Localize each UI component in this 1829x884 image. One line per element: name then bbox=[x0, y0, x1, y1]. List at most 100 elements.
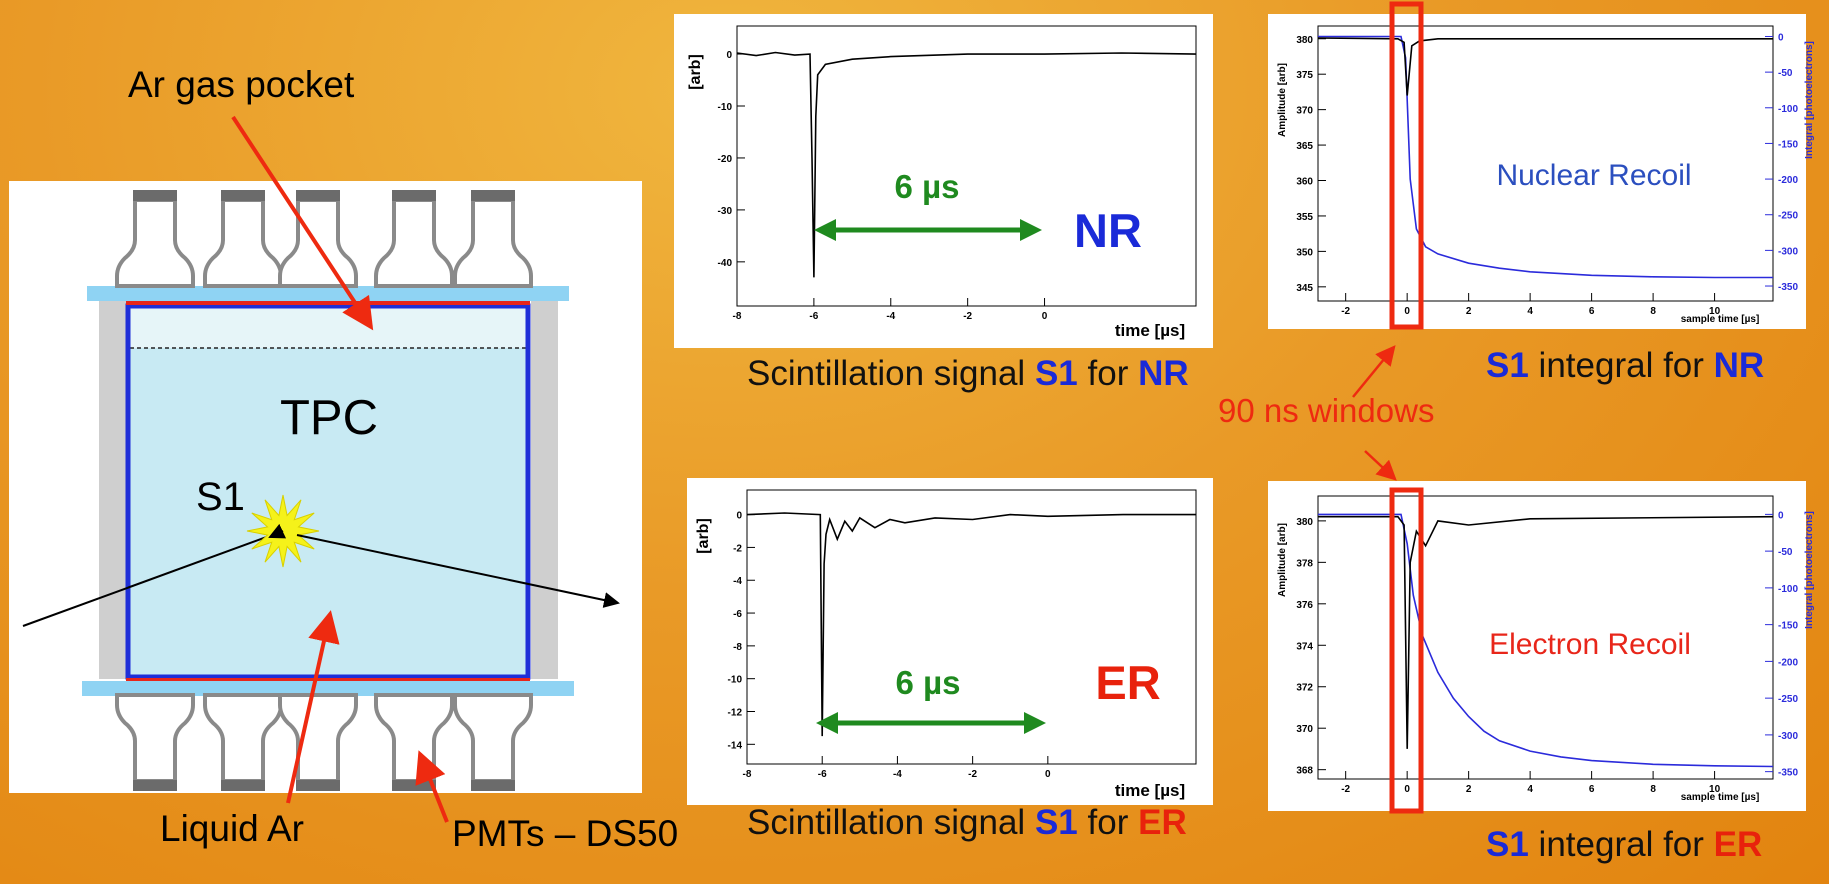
trace bbox=[1317, 37, 1773, 96]
track bbox=[268, 523, 287, 539]
x-tick-label: -2 bbox=[968, 769, 977, 780]
y2-tick-label: -150 bbox=[1778, 621, 1798, 632]
y-tick-label: -10 bbox=[728, 675, 743, 686]
y2-axis-label: Integral [photoelectrons] bbox=[1804, 511, 1815, 629]
pmt bbox=[453, 693, 533, 791]
wall bbox=[531, 301, 558, 679]
text: ER bbox=[1713, 825, 1763, 864]
pmt bbox=[453, 190, 533, 288]
label: Ar gas pocket bbox=[128, 64, 355, 105]
y-tick-label: 375 bbox=[1296, 70, 1313, 81]
y2-tick-label: -350 bbox=[1778, 282, 1798, 293]
label: PMTs – DS50 bbox=[452, 813, 678, 854]
pmt-cap bbox=[296, 780, 340, 791]
x-tick-label: 0 bbox=[1042, 311, 1048, 322]
gas-region bbox=[128, 306, 528, 348]
pointer bbox=[415, 750, 449, 823]
x-tick-label: -6 bbox=[818, 769, 827, 780]
x-tick-label: 2 bbox=[1466, 306, 1472, 317]
text: integral for bbox=[1538, 825, 1704, 864]
pmt-cap bbox=[296, 190, 340, 201]
x-tick-label: -2 bbox=[1341, 306, 1350, 317]
x-axis-label: sample time [µs] bbox=[1681, 792, 1760, 803]
x-tick-label: -8 bbox=[743, 769, 752, 780]
track bbox=[22, 530, 284, 627]
x-tick-label: -2 bbox=[1341, 784, 1350, 795]
y2-tick-label: -250 bbox=[1778, 211, 1798, 222]
y-tick-label: 355 bbox=[1296, 212, 1313, 223]
pmt-body bbox=[453, 198, 533, 288]
y-tick-label: 0 bbox=[726, 50, 732, 61]
plot-frame bbox=[736, 25, 1197, 307]
x-tick-label: 0 bbox=[1045, 769, 1051, 780]
text: Scintillation signal bbox=[747, 354, 1026, 393]
pmt-body bbox=[115, 693, 195, 783]
x-axis-label: time [µs] bbox=[1115, 321, 1185, 340]
y-tick-label: -10 bbox=[718, 102, 733, 113]
y-axis-label: [arb] bbox=[687, 54, 704, 90]
text: S1 bbox=[1034, 354, 1078, 393]
pointer bbox=[231, 115, 374, 331]
y-tick-label: 374 bbox=[1296, 641, 1313, 652]
x-tick-label: 4 bbox=[1527, 784, 1533, 795]
pmt-cap bbox=[221, 190, 265, 201]
annotation: ER bbox=[1095, 656, 1160, 709]
y2-tick-label: -250 bbox=[1778, 694, 1798, 705]
text: integral for bbox=[1538, 346, 1704, 385]
y-tick-label: -8 bbox=[733, 642, 742, 653]
label: S1 bbox=[196, 475, 245, 519]
y-tick-label: 378 bbox=[1296, 558, 1313, 569]
pmt-body bbox=[374, 198, 454, 288]
annotation: 6 µs bbox=[896, 664, 961, 701]
y-tick-label: 372 bbox=[1296, 683, 1313, 694]
x-tick-label: -2 bbox=[963, 311, 972, 322]
caption: S1 integral for ER bbox=[1486, 823, 1762, 867]
plot-frame bbox=[1317, 25, 1774, 302]
y-tick-label: 380 bbox=[1296, 35, 1313, 46]
pmt bbox=[374, 190, 454, 288]
pmt-cap bbox=[392, 190, 436, 201]
text: ER bbox=[1138, 803, 1187, 842]
x-tick-label: 10 bbox=[1709, 306, 1721, 317]
text: Scintillation signal bbox=[747, 803, 1026, 842]
x-tick-label: 0 bbox=[1404, 306, 1410, 317]
x-tick-label: -8 bbox=[733, 311, 742, 322]
pmt-body bbox=[115, 198, 195, 288]
y2-tick-label: -300 bbox=[1778, 731, 1798, 742]
pmt bbox=[115, 693, 195, 791]
wall bbox=[99, 301, 128, 679]
window-note: 90 ns windows bbox=[1218, 392, 1434, 429]
x-tick-label: -4 bbox=[886, 311, 895, 322]
plot-frame bbox=[1317, 495, 1774, 780]
y-tick-label: 360 bbox=[1296, 177, 1313, 188]
y2-tick-label: 0 bbox=[1778, 510, 1784, 521]
text: S1 bbox=[1486, 346, 1529, 385]
annotation: 6 µs bbox=[895, 168, 960, 205]
y2-tick-label: -100 bbox=[1778, 584, 1798, 595]
text: NR bbox=[1138, 354, 1189, 393]
x-tick-label: 6 bbox=[1589, 306, 1595, 317]
y2-tick-label: -50 bbox=[1778, 68, 1793, 79]
trace bbox=[736, 51, 1197, 278]
annotation: Electron Recoil bbox=[1489, 628, 1691, 661]
plate bbox=[82, 681, 574, 696]
y-axis-label: [arb] bbox=[695, 518, 712, 554]
y2-tick-label: 0 bbox=[1778, 32, 1784, 43]
annotation: NR bbox=[1074, 204, 1142, 257]
trace bbox=[746, 512, 1196, 737]
y-tick-label: -20 bbox=[718, 154, 733, 165]
y-tick-label: -30 bbox=[718, 206, 733, 217]
text: NR bbox=[1713, 346, 1765, 385]
label: TPC bbox=[280, 391, 378, 445]
y-tick-label: 380 bbox=[1296, 517, 1313, 528]
y2-axis-label: Integral [photoelectrons] bbox=[1804, 41, 1815, 159]
x-tick-label: 6 bbox=[1589, 784, 1595, 795]
track bbox=[296, 534, 620, 608]
y-tick-label: -4 bbox=[733, 576, 742, 587]
pmt-body bbox=[453, 693, 533, 783]
y-tick-label: 370 bbox=[1296, 724, 1313, 735]
y-tick-label: -14 bbox=[728, 740, 743, 751]
